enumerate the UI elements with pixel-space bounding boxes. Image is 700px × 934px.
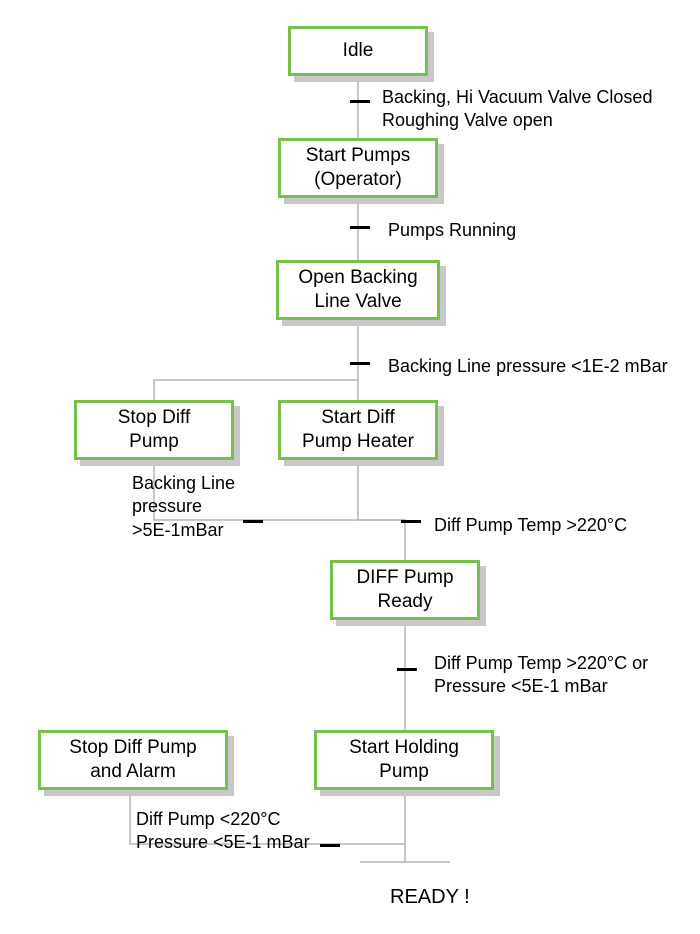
lbl-ready: READY !: [390, 884, 470, 910]
transition-tick-0: [350, 100, 370, 103]
node-open-backing: Open Backing Line Valve: [276, 260, 440, 320]
transition-tick-2: [350, 362, 370, 365]
lbl-backing-pressure: Backing Line pressure <1E-2 mBar: [388, 355, 668, 378]
lbl-backing-high: Backing Line pressure >5E-1mBar: [132, 472, 235, 542]
node-diff-ready: DIFF Pump Ready: [330, 560, 480, 620]
lbl-pumps-running: Pumps Running: [388, 219, 516, 242]
flowchart-canvas: Idle Start Pumps (Operator) Open Backing L…: [0, 0, 700, 934]
node-idle: Idle: [288, 26, 428, 76]
transition-tick-5: [397, 668, 417, 671]
node-start-holding: Start Holding Pump: [314, 730, 494, 790]
lbl-backing-closed: Backing, Hi Vacuum Valve Closed Roughing…: [382, 86, 652, 133]
node-start-pumps: Start Pumps (Operator): [278, 138, 438, 198]
lbl-diff-temp-or: Diff Pump Temp >220°C or Pressure <5E-1 …: [434, 652, 648, 699]
transition-tick-4: [401, 520, 421, 523]
transition-tick-6: [320, 844, 340, 847]
lbl-diff-low: Diff Pump <220°C Pressure <5E-1 mBar: [136, 808, 310, 855]
node-stop-alarm: Stop Diff Pump and Alarm: [38, 730, 228, 790]
node-start-diff: Start Diff Pump Heater: [278, 400, 438, 460]
transition-tick-3: [243, 520, 263, 523]
transition-tick-1: [350, 226, 370, 229]
node-stop-diff: Stop Diff Pump: [74, 400, 234, 460]
lbl-diff-temp: Diff Pump Temp >220°C: [434, 514, 627, 537]
